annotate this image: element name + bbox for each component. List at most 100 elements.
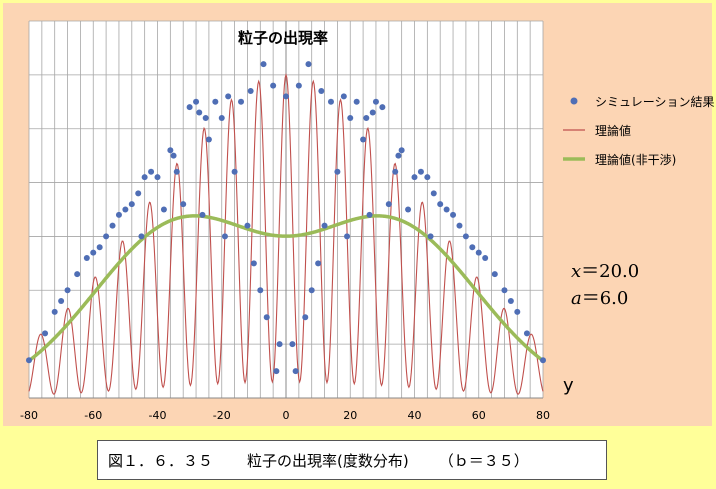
data-point [302,314,309,321]
data-point [295,82,302,89]
data-point [507,298,514,305]
x-tick-label: -40 [149,409,167,422]
legend-label-simulation: シミュレーション結果 [595,94,715,109]
data-point [167,147,174,154]
data-point [369,109,376,116]
legend-line-icon [563,123,585,137]
data-point [231,168,238,175]
x-tick-label: 60 [472,409,486,422]
data-point [417,168,424,175]
data-point [244,222,251,229]
data-point [540,357,546,364]
data-point [186,104,193,111]
data-point [83,254,90,261]
data-point [202,114,209,121]
data-point [221,233,228,240]
data-point [392,168,399,175]
data-point [154,174,161,181]
figure-caption: 図１．６．３５ 粒子の出現率(度数分布) （ｂ＝３５） [97,440,607,480]
data-point [437,201,444,208]
data-point [273,368,280,375]
series-line-theory-noninterference [27,214,545,363]
data-point [141,174,148,181]
x-tick-label: -20 [213,409,231,422]
data-point [385,201,392,208]
data-point [372,98,379,105]
legend-thick-line-icon [563,152,585,166]
data-point [103,233,110,240]
data-point [58,298,65,305]
legend-item-theory-noninterference: 理論値(非干渉) [563,149,676,169]
data-point [42,330,49,337]
x-axis-label: y [563,375,574,396]
x-tick-label: -60 [84,409,102,422]
data-point [305,61,312,68]
x-tick-label: -80 [20,409,38,422]
data-point [501,287,508,294]
data-point [96,244,103,251]
data-point [289,341,296,348]
data-point [456,222,463,229]
data-point [514,308,521,315]
data-point [395,152,402,159]
data-point [212,98,219,105]
data-point [360,136,367,143]
legend-marker-icon [563,94,585,108]
data-point [292,368,299,375]
x-tick-label: 0 [283,409,290,422]
data-point [199,211,206,218]
figure-title: 粒子の出現率(度数分布) [247,451,409,470]
data-point [450,211,457,218]
figure-param: （ｂ＝３５） [438,451,529,470]
data-point [122,206,129,213]
chart-panel: -80 -60 -40 -20 0 20 40 60 80 粒子の出現率 シミュレーション結果 … [3,3,715,426]
figure-number: 図１．６．３５ [108,451,214,470]
data-point [276,341,283,348]
data-point [260,61,267,68]
data-point [366,211,373,218]
data-point [170,152,177,159]
data-point [64,287,71,294]
data-point [263,314,270,321]
data-point [250,260,257,267]
data-point [160,206,167,213]
data-point [247,88,254,95]
data-point [340,93,347,100]
data-point [90,249,97,256]
data-point [443,206,450,213]
data-point [363,114,370,121]
data-point [482,254,489,261]
legend-item-theory: 理論値 [563,120,631,140]
x-tick-label: 80 [536,409,550,422]
data-point [327,98,334,105]
data-point [430,190,437,197]
data-point [379,104,386,111]
data-point [238,98,245,105]
data-point [26,357,32,364]
data-point [308,287,315,294]
data-point [135,190,142,197]
data-point [462,233,469,240]
data-point [257,287,264,294]
data-point [491,271,498,278]
data-point [51,308,58,315]
legend-item-simulation: シミュレーション結果 [563,91,715,111]
data-point [115,211,122,218]
data-point [180,201,187,208]
data-point [128,201,135,208]
data-point [196,109,203,116]
data-point [405,206,412,213]
param-a: a＝6.0 [571,288,629,309]
plot-area: -80 -60 -40 -20 0 20 40 60 80 [20,20,550,422]
data-point [469,244,476,251]
data-point [353,98,360,105]
data-point [205,136,212,143]
param-x: x＝20.0 [571,261,640,282]
data-point [334,168,341,175]
data-point [138,233,145,240]
data-point [347,114,354,121]
data-point [173,168,180,175]
data-point [193,98,200,105]
chart-title: 粒子の出現率 [237,29,328,47]
legend-label-theory: 理論値 [595,123,632,138]
